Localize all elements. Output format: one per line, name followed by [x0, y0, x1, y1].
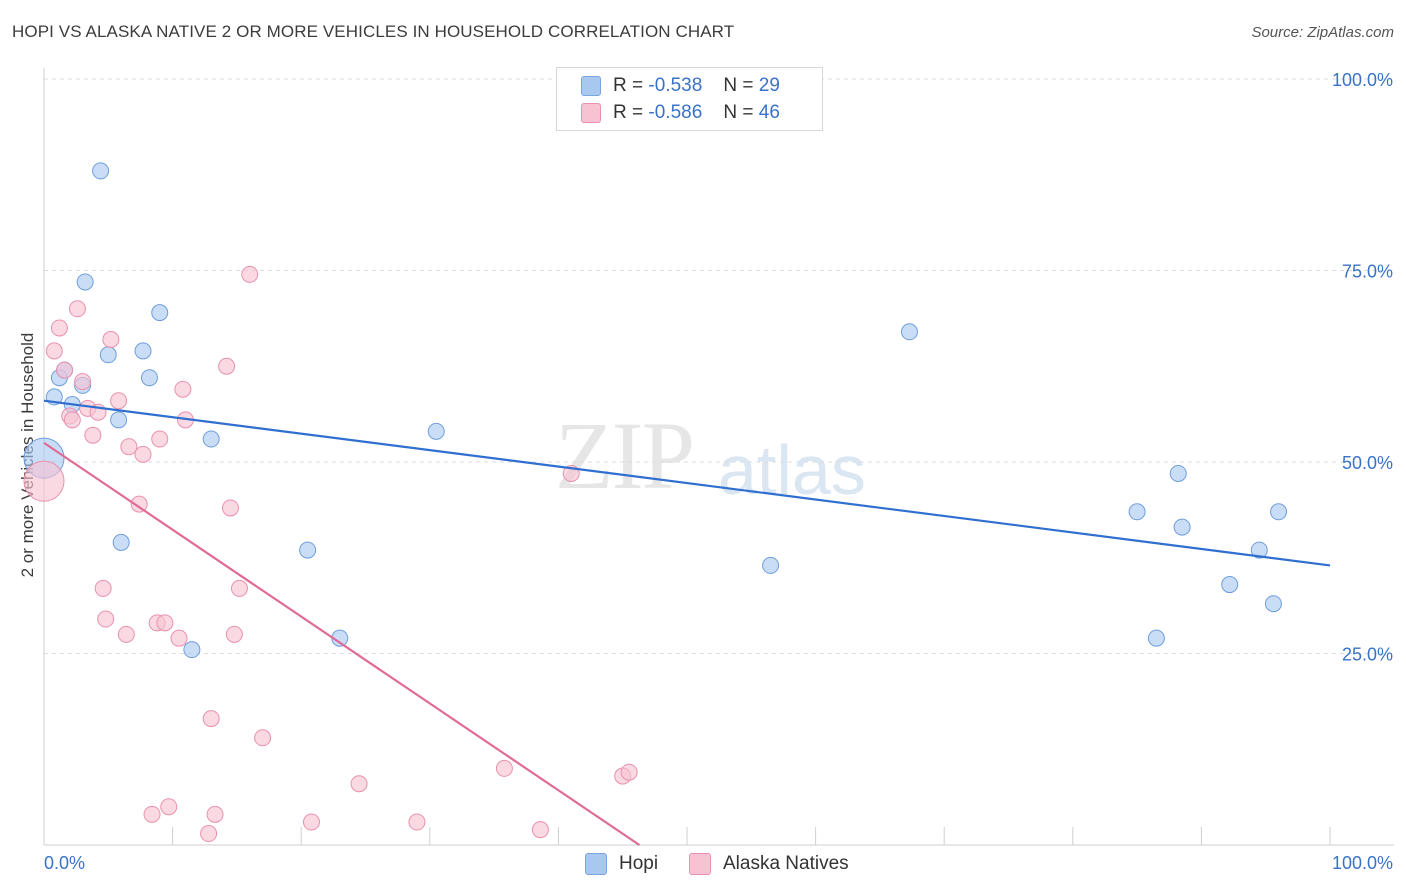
legend-r-value-hopi: -0.538 [648, 75, 703, 96]
point-hopi [134, 342, 152, 360]
point-alaska [151, 430, 169, 448]
point-alaska [230, 579, 248, 597]
point-hopi [112, 533, 130, 551]
legend-swatch-hopi [581, 76, 601, 96]
point-alaska [45, 342, 63, 360]
point-hopi [202, 430, 220, 448]
point-alaska [74, 373, 92, 391]
grid-layer [44, 78, 1394, 654]
point-alaska [117, 625, 135, 643]
point-hopi [299, 541, 317, 559]
legend-n-label: N = [723, 102, 754, 123]
point-alaska [84, 426, 102, 444]
point-alaska [156, 614, 174, 632]
point-alaska [174, 380, 192, 398]
legend-r-label: R = [613, 102, 644, 123]
point-hopi [1169, 464, 1187, 482]
point-alaska [620, 763, 638, 781]
point-alaska [134, 445, 152, 463]
x-tick-label-min: 0.0% [44, 853, 85, 873]
y-tick-label: 50.0% [1342, 453, 1393, 473]
point-hopi [151, 304, 169, 322]
point-alaska [68, 300, 86, 318]
legend-row-alaska: R = -0.586 N = 46 [581, 102, 780, 124]
point-alaska [102, 330, 120, 348]
point-hopi [762, 556, 780, 574]
point-alaska [202, 710, 220, 728]
point-hopi [1221, 576, 1239, 594]
point-alaska [23, 460, 65, 502]
point-alaska [254, 729, 272, 747]
bottom-legend-alaska: Alaska Natives [689, 852, 849, 876]
y-tick-label: 100.0% [1332, 70, 1393, 90]
point-alaska [130, 495, 148, 513]
point-alaska [97, 610, 115, 628]
trend-line-alaska [43, 441, 641, 846]
point-alaska [110, 392, 128, 410]
point-alaska [302, 813, 320, 831]
tick-labels-layer: 25.0% 50.0% 75.0% 100.0% 0.0% 100.0% [44, 70, 1393, 873]
point-hopi [1147, 629, 1165, 647]
x-tick-label-max: 100.0% [1332, 853, 1393, 873]
legend-n-label: N = [723, 75, 754, 96]
legend-row-hopi: R = -0.538 N = 29 [581, 75, 780, 97]
point-alaska [200, 825, 218, 843]
point-hopi [76, 273, 94, 291]
y-tick-label: 25.0% [1342, 645, 1393, 665]
point-hopi [1270, 503, 1288, 521]
point-alaska [350, 775, 368, 793]
point-alaska [495, 759, 513, 777]
bottom-legend-label-hopi: Hopi [619, 853, 659, 874]
point-hopi [99, 346, 117, 364]
point-alaska [531, 821, 549, 839]
point-alaska [170, 629, 188, 647]
axes-layer [43, 68, 1394, 846]
point-alaska [408, 813, 426, 831]
point-hopi [110, 411, 128, 429]
legend-r-label: R = [613, 75, 644, 96]
point-alaska [160, 798, 178, 816]
point-alaska [206, 805, 224, 823]
watermark-zip: ZIP [555, 402, 695, 509]
point-hopi [1173, 518, 1191, 536]
point-hopi [1264, 595, 1282, 613]
point-alaska [94, 579, 112, 597]
point-hopi [92, 162, 110, 180]
point-alaska [218, 357, 236, 375]
point-alaska [143, 805, 161, 823]
legend-n-value-alaska: 46 [758, 102, 780, 123]
legend-swatch-alaska [581, 103, 601, 123]
point-alaska [56, 361, 74, 379]
point-alaska [120, 438, 138, 456]
point-alaska [63, 411, 81, 429]
legend-r-value-alaska: -0.586 [648, 102, 703, 123]
point-alaska [221, 499, 239, 517]
point-hopi [140, 369, 158, 387]
point-alaska [50, 319, 68, 337]
point-hopi [427, 422, 445, 440]
point-hopi [1250, 541, 1268, 559]
chart-title: HOPI VS ALASKA NATIVE 2 OR MORE VEHICLES… [12, 22, 735, 41]
bottom-legend-swatch-alaska [689, 853, 711, 875]
bottom-legend-label-alaska: Alaska Natives [723, 853, 849, 874]
source-credit: Source: ZipAtlas.com [1251, 24, 1394, 41]
point-alaska [225, 625, 243, 643]
trend-line-hopi [43, 399, 1331, 567]
points-layer [23, 162, 1288, 843]
legend-n-value-hopi: 29 [758, 75, 780, 96]
y-tick-label: 75.0% [1342, 262, 1393, 282]
point-alaska [241, 265, 259, 283]
point-hopi [183, 641, 201, 659]
bottom-legend-hopi: Hopi [585, 852, 658, 876]
trend-layer [43, 399, 1331, 846]
correlation-legend: R = -0.538 N = 29 R = -0.586 N = 46 [556, 67, 823, 131]
bottom-legend-swatch-hopi [585, 853, 607, 875]
point-hopi [900, 323, 918, 341]
point-hopi [1128, 503, 1146, 521]
